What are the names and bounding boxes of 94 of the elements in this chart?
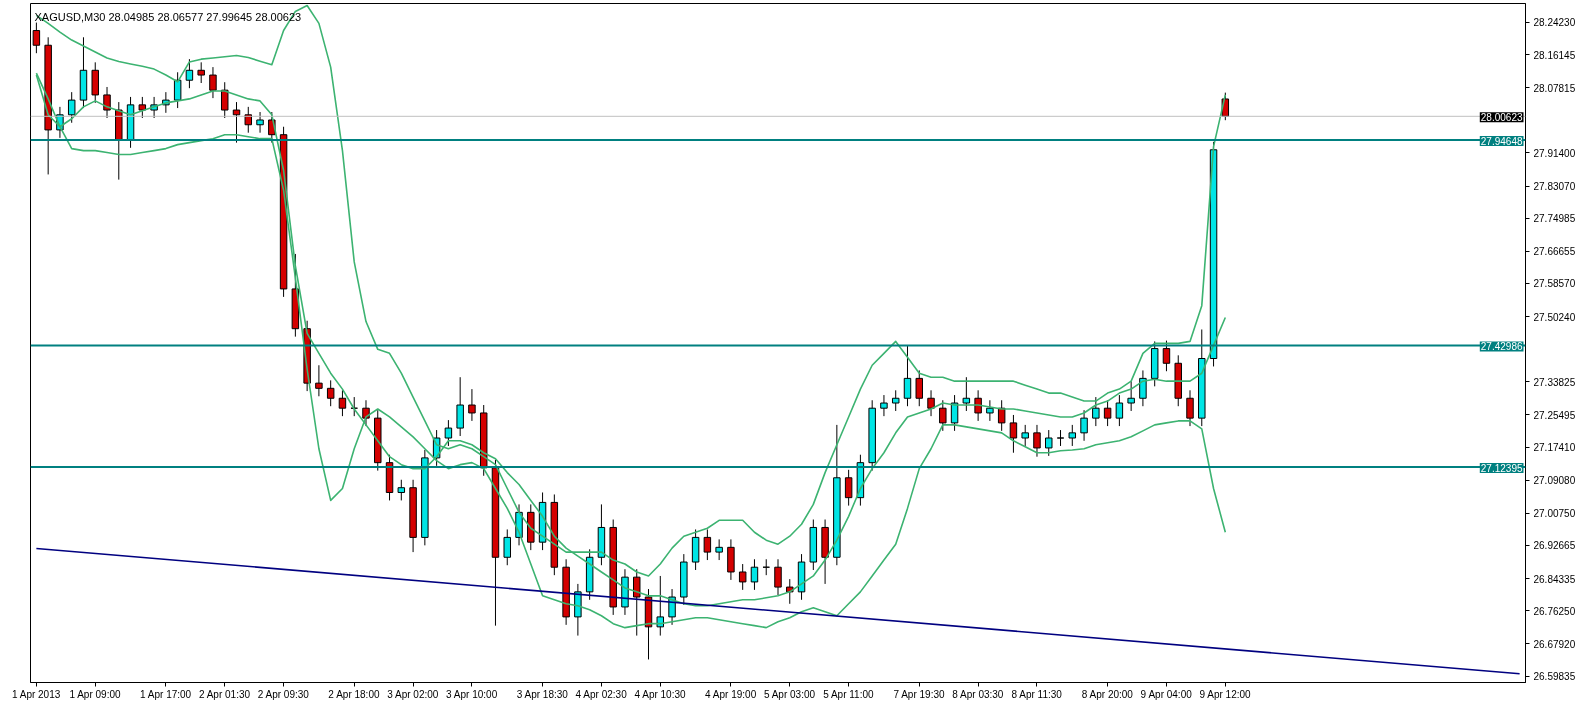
candlestick (703, 528, 712, 561)
candlestick (456, 376, 464, 437)
ref-line-label: 27.12395 (1480, 463, 1523, 475)
candlestick (950, 394, 959, 432)
candlestick (774, 558, 782, 596)
candlestick (315, 364, 323, 397)
candlestick (633, 568, 641, 637)
ref-line-label: 28.00623 (1480, 112, 1523, 124)
candlestick (173, 71, 182, 109)
candlestick (656, 575, 665, 637)
y-tick-label: 27.66655 (1533, 246, 1576, 258)
candlestick (880, 394, 888, 417)
candlestick (738, 563, 747, 591)
x-tick-label: 7 Apr 19:30 (893, 688, 945, 700)
y-tick-label: 27.83070 (1533, 181, 1576, 193)
x-tick-label: 2 Apr 01:30 (198, 688, 251, 700)
x-tick-label: 8 Apr 11:30 (1011, 688, 1063, 700)
candlestick (927, 389, 935, 417)
candlestick (197, 61, 205, 84)
y-tick-label: 26.84335 (1533, 573, 1576, 585)
candlestick (1045, 429, 1053, 457)
y-tick-label: 27.58570 (1533, 278, 1576, 290)
x-tick-label: 4 Apr 02:30 (575, 688, 628, 700)
x-tick-label: 1 Apr 09:00 (69, 688, 121, 700)
candlestick (974, 389, 982, 422)
y-tick-label: 28.24230 (1533, 17, 1576, 29)
candlestick (138, 96, 147, 119)
y-tick-label: 26.67920 (1533, 638, 1576, 650)
x-tick-label: 2 Apr 09:30 (257, 688, 310, 700)
candlestick (1103, 399, 1112, 427)
candlestick (468, 388, 476, 422)
candlestick (997, 399, 1006, 432)
candlestick (256, 111, 264, 134)
ref-line-label: 27.94648 (1480, 136, 1523, 148)
candlestick (1033, 424, 1041, 458)
candlestick (232, 101, 241, 144)
y-tick-label: 27.50240 (1533, 311, 1576, 323)
y-tick-label: 27.09080 (1533, 475, 1576, 487)
x-tick-label: 9 Apr 12:00 (1199, 688, 1252, 700)
x-tick-label: 4 Apr 10:30 (634, 688, 687, 700)
x-tick-label: 4 Apr 19:00 (705, 688, 757, 700)
candlestick (209, 66, 217, 99)
x-tick-label: 3 Apr 18:30 (516, 688, 569, 700)
candlestick (1115, 394, 1124, 427)
ref-line-label: 27.42986 (1480, 341, 1523, 353)
x-tick-label: 5 Apr 03:00 (763, 688, 816, 700)
candlestick (397, 479, 406, 501)
candlestick (1139, 369, 1147, 407)
y-tick-label: 27.17410 (1533, 442, 1576, 454)
x-tick-label: 8 Apr 03:30 (952, 688, 1004, 700)
y-tick-label: 27.33825 (1533, 376, 1576, 388)
candlestick (244, 106, 253, 134)
candlestick (750, 558, 759, 591)
x-tick-label: 5 Apr 11:00 (823, 688, 874, 700)
candlestick (986, 399, 994, 422)
candlestick (891, 389, 900, 412)
candlestick (185, 58, 194, 89)
candlestick (338, 389, 347, 417)
y-tick-label: 27.74985 (1533, 213, 1576, 225)
x-tick-label: 3 Apr 10:00 (446, 688, 498, 700)
candlestick (67, 91, 76, 124)
y-tick-label: 27.00750 (1533, 508, 1576, 520)
candlestick (1092, 396, 1100, 427)
y-tick-label: 26.59835 (1533, 671, 1576, 682)
candlestick (1127, 380, 1135, 412)
candlestick (326, 379, 335, 407)
x-tick-label: 8 Apr 20:00 (1081, 688, 1134, 700)
candlestick (715, 538, 723, 561)
candlestick (444, 419, 453, 447)
y-tick-label: 27.25495 (1533, 409, 1576, 421)
candlestick (1186, 389, 1194, 427)
candlestick (903, 344, 912, 407)
candlestick (221, 81, 229, 119)
candlestick (844, 469, 853, 507)
candlestick (1068, 424, 1077, 447)
y-tick-label: 26.92665 (1533, 540, 1576, 552)
candlestick (915, 369, 923, 407)
y-tick-label: 28.07815 (1533, 82, 1576, 94)
candlestick (962, 376, 971, 412)
candlestick (103, 86, 111, 119)
candlestick (1162, 340, 1171, 372)
x-tick-label: 9 Apr 04:00 (1140, 688, 1193, 700)
x-tick-label: 3 Apr 02:00 (387, 688, 439, 700)
candlestick (1080, 409, 1088, 442)
y-tick-label: 26.76250 (1533, 605, 1576, 617)
candlestick (939, 399, 947, 432)
candlestick (1021, 424, 1029, 447)
candlestick (503, 528, 511, 566)
y-tick-label: 28.16145 (1533, 49, 1576, 61)
y-tick-label: 27.91400 (1533, 147, 1576, 159)
candlestick (1009, 414, 1018, 454)
x-tick-label: 2 Apr 18:00 (328, 688, 380, 700)
x-tick-label: 1 Apr 17:00 (140, 688, 192, 700)
x-tick-label: 1 Apr 2013 (11, 688, 61, 700)
